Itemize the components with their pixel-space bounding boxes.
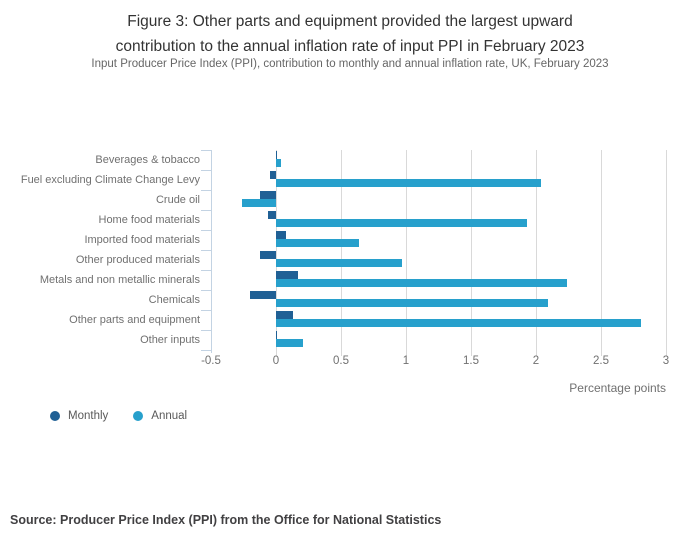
gridline: [471, 150, 472, 350]
y-axis-tick: [201, 270, 211, 271]
x-axis-tick: [601, 350, 602, 356]
y-axis-tick: [201, 290, 211, 291]
y-axis-tick: [201, 190, 211, 191]
gridline: [536, 150, 537, 350]
x-tick-label: -0.5: [201, 355, 221, 367]
y-axis-tick: [201, 150, 211, 151]
bar-annual-9: [276, 339, 304, 347]
category-label: Other produced materials: [75, 254, 200, 266]
gridline: [276, 150, 277, 350]
gridline: [341, 150, 342, 350]
gridline: [601, 150, 602, 350]
bar-monthly-1: [269, 171, 276, 179]
gridline: [666, 150, 667, 350]
bar-annual-2: [242, 199, 276, 207]
figure-subtitle: Input Producer Price Index (PPI), contri…: [91, 58, 609, 70]
category-label: Chemicals: [148, 294, 200, 306]
x-axis-tick: [276, 350, 277, 356]
bar-monthly-8: [276, 311, 293, 319]
x-axis-tick: [406, 350, 407, 356]
x-tick-label: 2: [532, 355, 540, 367]
category-label: Other parts and equipment: [69, 314, 200, 326]
monthly-legend-label: Monthly: [68, 410, 109, 422]
x-tick-label: 2.5: [593, 355, 609, 367]
x-axis-tick: [536, 350, 537, 356]
category-label: Imported food materials: [84, 234, 200, 246]
bar-annual-3: [276, 219, 527, 227]
x-tick-label: 1: [402, 355, 410, 367]
x-axis-tick: [341, 350, 342, 356]
bar-annual-0: [276, 159, 282, 167]
x-axis-tick: [471, 350, 472, 356]
x-tick-label: 0: [272, 355, 280, 367]
y-axis-tick: [201, 330, 211, 331]
annual-legend-label: Annual: [151, 410, 188, 422]
bar-monthly-4: [276, 231, 287, 239]
x-axis-title: Percentage points: [569, 381, 666, 395]
category-label: Home food materials: [98, 214, 201, 226]
legend: Monthly Annual: [50, 410, 212, 422]
category-label: Beverages & tobacco: [95, 154, 200, 166]
bar-annual-4: [276, 239, 360, 247]
category-label: Fuel excluding Climate Change Levy: [20, 174, 200, 186]
x-tick-label: 3: [662, 355, 670, 367]
figure-title-line-2: contribution to the annual inflation rat…: [115, 38, 585, 55]
y-axis-tick: [201, 250, 211, 251]
x-tick-label: 1.5: [463, 355, 479, 367]
bar-monthly-9: [276, 331, 278, 339]
bar-annual-5: [276, 259, 403, 267]
annual-swatch-icon: [133, 411, 144, 421]
bar-annual-7: [276, 299, 548, 307]
x-tick-label: 0.5: [333, 355, 349, 367]
category-label: Other inputs: [140, 334, 200, 346]
source-note: Source: Producer Price Index (PPI) from …: [10, 513, 442, 527]
bar-monthly-5: [260, 251, 276, 259]
bar-annual-8: [276, 319, 642, 327]
figure-title: Figure 3: Other parts and equipment prov…: [0, 9, 700, 59]
bar-monthly-7: [250, 291, 276, 299]
bar-annual-6: [276, 279, 568, 287]
bar-monthly-6: [276, 271, 299, 279]
monthly-swatch-icon: [50, 411, 60, 421]
y-axis-tick: [201, 170, 211, 171]
gridline: [406, 150, 407, 350]
category-label: Crude oil: [155, 194, 200, 206]
legend-item-annual: Annual: [133, 410, 187, 422]
y-axis-tick: [201, 230, 211, 231]
y-axis-line: [211, 150, 212, 353]
category-label: Metals and non metallic minerals: [39, 274, 200, 286]
bar-monthly-2: [260, 191, 276, 199]
y-axis-tick: [201, 310, 211, 311]
bar-monthly-0: [276, 151, 278, 159]
y-axis-tick: [201, 210, 211, 211]
figure-title-line-1: Figure 3: Other parts and equipment prov…: [127, 13, 573, 30]
x-axis-tick: [666, 350, 667, 356]
bar-monthly-3: [268, 211, 276, 219]
y-axis-tick: [201, 350, 211, 351]
legend-item-monthly: Monthly: [50, 410, 108, 422]
bar-annual-1: [276, 179, 542, 187]
